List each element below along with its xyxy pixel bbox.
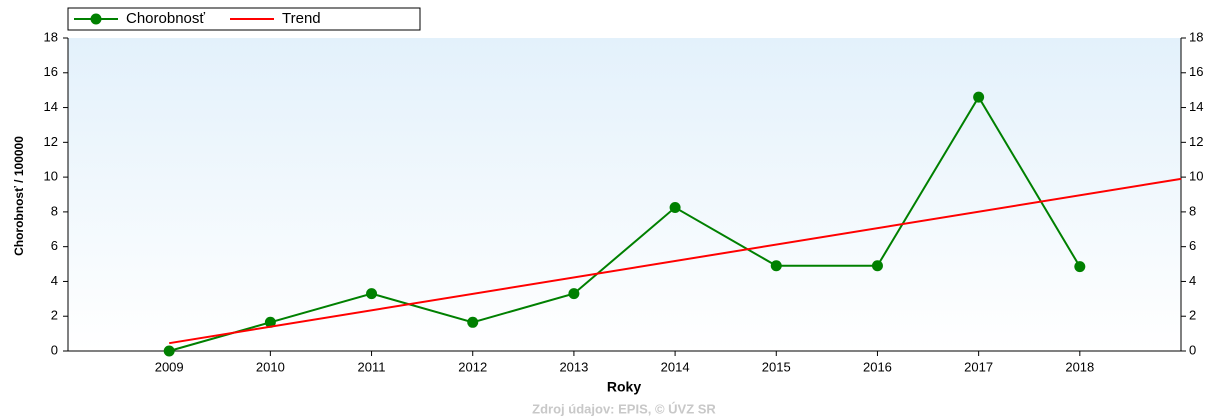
data-point bbox=[669, 202, 681, 214]
data-point bbox=[568, 288, 580, 300]
data-point bbox=[163, 345, 175, 357]
x-tick-label: 2012 bbox=[458, 359, 487, 374]
data-point bbox=[770, 260, 782, 272]
x-tick-label: 2013 bbox=[559, 359, 588, 374]
y-tick-label: 16 bbox=[44, 64, 58, 79]
data-point bbox=[366, 288, 378, 300]
legend-label: Trend bbox=[282, 10, 321, 27]
x-tick-label: 2010 bbox=[256, 359, 285, 374]
data-point bbox=[871, 260, 883, 272]
x-tick-label: 2009 bbox=[155, 359, 184, 374]
data-point bbox=[264, 316, 276, 328]
y-tick-label: 6 bbox=[51, 238, 58, 253]
y-axis-label: Chorobnosť / 100000 bbox=[12, 136, 26, 256]
y-tick-label: 12 bbox=[44, 134, 58, 149]
data-point bbox=[973, 91, 985, 103]
source-note: Zdroj údajov: EPIS, © ÚVZ SR bbox=[532, 401, 716, 416]
series-line bbox=[169, 177, 1182, 345]
y-tick-label: 0 bbox=[51, 342, 58, 357]
y-tick-label: 14 bbox=[44, 99, 58, 114]
plot-area bbox=[68, 38, 1181, 351]
data-point bbox=[467, 316, 479, 328]
legend-marker bbox=[90, 13, 102, 25]
x-tick-label: 2018 bbox=[1065, 359, 1094, 374]
y2-tick-label: 6 bbox=[1189, 238, 1196, 253]
x-tick-label: 2017 bbox=[964, 359, 993, 374]
x-axis-label: Roky bbox=[607, 379, 641, 395]
y-tick-label: 18 bbox=[44, 29, 58, 44]
series-line bbox=[168, 95, 1081, 352]
x-tick-label: 2015 bbox=[762, 359, 791, 374]
y-tick-label: 10 bbox=[44, 169, 58, 184]
y2-tick-label: 10 bbox=[1189, 169, 1203, 184]
y2-tick-label: 4 bbox=[1189, 273, 1196, 288]
y-tick-label: 4 bbox=[51, 273, 58, 288]
data-point bbox=[1074, 261, 1086, 273]
y2-tick-label: 0 bbox=[1189, 342, 1196, 357]
x-tick-label: 2016 bbox=[863, 359, 892, 374]
y2-tick-label: 2 bbox=[1189, 308, 1196, 323]
y2-tick-label: 8 bbox=[1189, 203, 1196, 218]
y2-tick-label: 18 bbox=[1189, 29, 1203, 44]
x-tick-label: 2014 bbox=[661, 359, 690, 374]
y-tick-label: 8 bbox=[51, 203, 58, 218]
y2-tick-label: 12 bbox=[1189, 134, 1203, 149]
y-tick-label: 2 bbox=[51, 308, 58, 323]
x-tick-label: 2011 bbox=[358, 359, 386, 374]
y2-tick-label: 16 bbox=[1189, 64, 1203, 79]
y2-tick-label: 14 bbox=[1189, 99, 1203, 114]
legend-label: Chorobnosť bbox=[126, 10, 205, 27]
